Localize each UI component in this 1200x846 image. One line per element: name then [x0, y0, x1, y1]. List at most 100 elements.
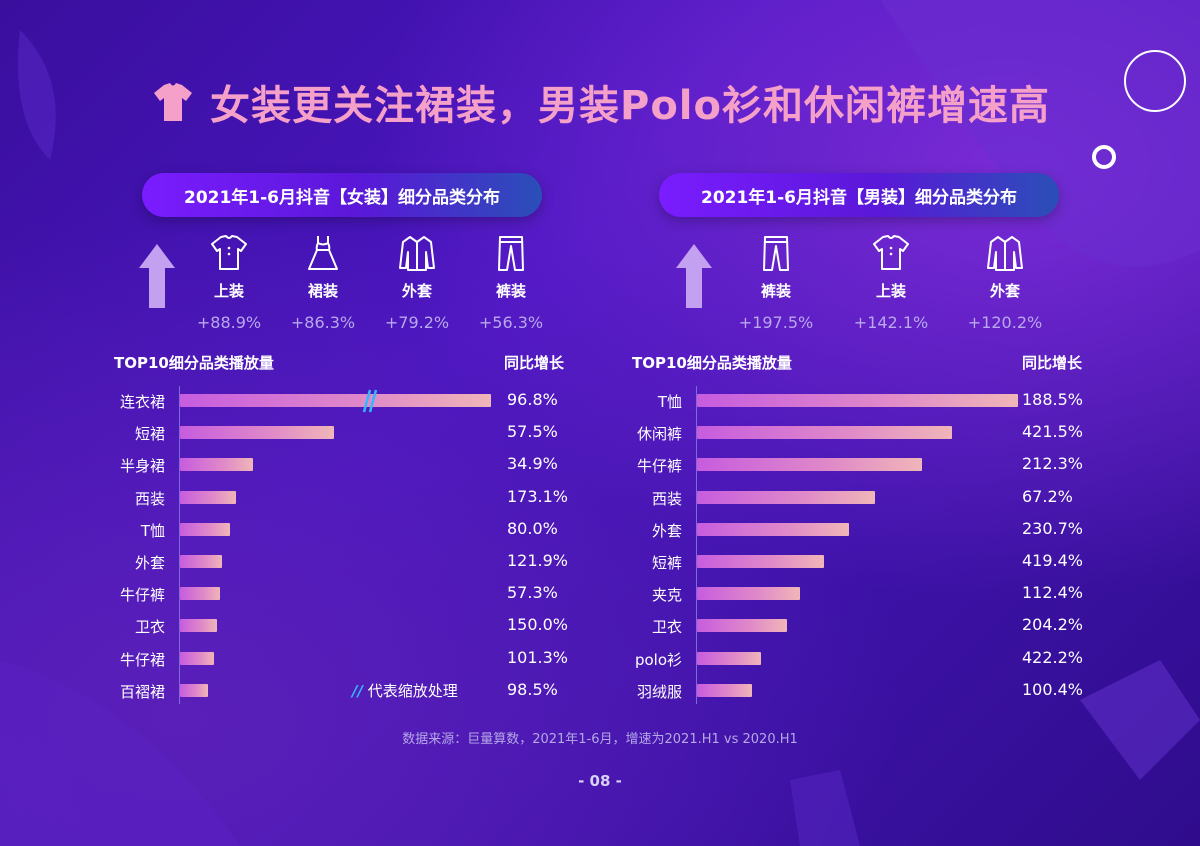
growth-value: 422.2% — [1022, 647, 1084, 667]
bar — [697, 651, 761, 665]
growth-value: 419.4% — [1022, 551, 1084, 570]
shirt-icon — [211, 235, 247, 270]
left-cat-pants: 裤装 +56.3% — [471, 234, 551, 332]
bar — [180, 426, 334, 440]
bar-label: 卫衣 — [651, 618, 682, 637]
bar-label: T恤 — [140, 521, 165, 540]
right-growth-header: 同比增长 — [1022, 354, 1083, 372]
growth-value: 421.5% — [1022, 422, 1084, 442]
bar — [180, 490, 236, 504]
up-arrow-icon — [676, 244, 712, 308]
growth-value: 57.5% — [507, 422, 558, 442]
bar-label: 西装 — [134, 489, 165, 508]
left-panel-pill: 2021年1-6月抖音【女装】细分品类分布 — [142, 173, 542, 217]
bar — [697, 619, 787, 633]
bar — [180, 683, 208, 697]
growth-value: 204.2% — [1022, 615, 1084, 635]
data-source-footer: 数据来源：巨量算数，2021年1-6月，增速为2021.H1 vs 2020.H… — [402, 732, 798, 747]
shirt-icon — [873, 235, 909, 270]
growth-value: 150.0% — [507, 615, 569, 635]
category-growth: +120.2% — [967, 313, 1043, 332]
bar — [697, 426, 952, 440]
bar — [180, 394, 491, 407]
bar-label: 半身裙 — [119, 457, 165, 476]
bar-label: 牛仔裤 — [119, 586, 165, 605]
category-growth: +56.3% — [478, 313, 544, 332]
growth-value: 173.1% — [507, 486, 569, 506]
category-growth: +197.5% — [738, 313, 814, 332]
category-growth: +86.3% — [290, 313, 356, 332]
scale-note: // 代表缩放处理 — [352, 680, 458, 701]
growth-value: 96.8% — [507, 390, 558, 409]
right-chart-axis — [696, 386, 697, 704]
tshirt-title-icon — [154, 83, 192, 121]
bar-label: T恤 — [657, 393, 682, 411]
up-arrow-icon — [139, 244, 175, 308]
title-row: 女装更关注裙装，男装Polo衫和休闲裤增速高 — [0, 70, 1200, 134]
growth-value: 100.4% — [1022, 679, 1084, 699]
category-growth: +88.9% — [196, 313, 262, 332]
growth-value: 121.9% — [507, 551, 569, 570]
category-label: 外套 — [989, 282, 1020, 300]
category-label: 裤装 — [495, 282, 526, 300]
growth-value: 188.5% — [1022, 390, 1084, 409]
bar — [697, 394, 1018, 407]
bar-label: 羽绒服 — [636, 682, 682, 701]
category-label: 外套 — [401, 282, 432, 300]
decor-ring-small — [1092, 145, 1116, 169]
bar-label: 百褶裙 — [119, 682, 165, 701]
growth-value: 101.3% — [507, 647, 569, 667]
coat-icon — [399, 236, 435, 271]
left-chart-axis — [179, 386, 180, 704]
category-label: 裤装 — [760, 282, 791, 300]
bar — [697, 522, 849, 536]
right-cat-pants: 裤装 +197.5% — [736, 234, 816, 332]
bar — [697, 683, 752, 697]
right-chart-header: TOP10细分品类播放量 — [632, 354, 792, 372]
left-growth-header: 同比增长 — [504, 354, 565, 372]
bar — [180, 587, 220, 601]
coat-icon — [987, 236, 1023, 271]
bar — [180, 619, 217, 633]
pants-icon — [763, 236, 789, 271]
bar-label: 西装 — [651, 489, 682, 508]
left-cat-dresses: 裙装 +86.3% — [283, 234, 363, 332]
left-cat-coats: 外套 +79.2% — [377, 234, 457, 332]
right-panel-pill: 2021年1-6月抖音【男装】细分品类分布 — [659, 173, 1059, 217]
dress-icon — [308, 236, 338, 270]
growth-value: 212.3% — [1022, 454, 1084, 474]
growth-value: 98.5% — [507, 679, 558, 699]
bar-label: 连衣裙 — [119, 393, 165, 411]
bar-label: 短裤 — [651, 554, 682, 572]
bar-label: 卫衣 — [134, 618, 165, 637]
bar-label: 牛仔裙 — [119, 650, 165, 669]
right-cat-tops: 上装 +142.1% — [851, 234, 931, 332]
left-chart-header: TOP10细分品类播放量 — [114, 354, 274, 372]
bar-label: 外套 — [651, 521, 682, 540]
category-label: 上装 — [213, 282, 244, 300]
left-cat-tops: 上装 +88.9% — [189, 234, 269, 332]
bar — [697, 555, 824, 568]
page-number: - 08 - — [578, 772, 622, 790]
growth-value: 112.4% — [1022, 583, 1084, 603]
growth-value: 80.0% — [507, 518, 558, 538]
bar-label: 外套 — [134, 554, 165, 572]
bar — [697, 490, 875, 504]
bar — [180, 651, 214, 665]
bar — [180, 555, 222, 568]
bar — [697, 458, 922, 472]
growth-value: 67.2% — [1022, 486, 1073, 506]
bar-label: 休闲裤 — [636, 425, 682, 444]
scale-note-text: 代表缩放处理 — [367, 682, 458, 700]
scale-note-mark: // — [352, 682, 363, 700]
axis-break-mark — [362, 389, 378, 413]
page-title: 女装更关注裙装，男装Polo衫和休闲裤增速高 — [210, 83, 1050, 129]
growth-value: 57.3% — [507, 583, 558, 603]
bar-label: polo衫 — [634, 650, 682, 669]
bar-label: 牛仔裤 — [636, 457, 682, 476]
decor-ring-large — [1124, 50, 1186, 112]
bar — [697, 587, 800, 601]
bar — [180, 522, 230, 536]
growth-value: 230.7% — [1022, 518, 1084, 538]
bar-label: 短裙 — [134, 425, 165, 444]
